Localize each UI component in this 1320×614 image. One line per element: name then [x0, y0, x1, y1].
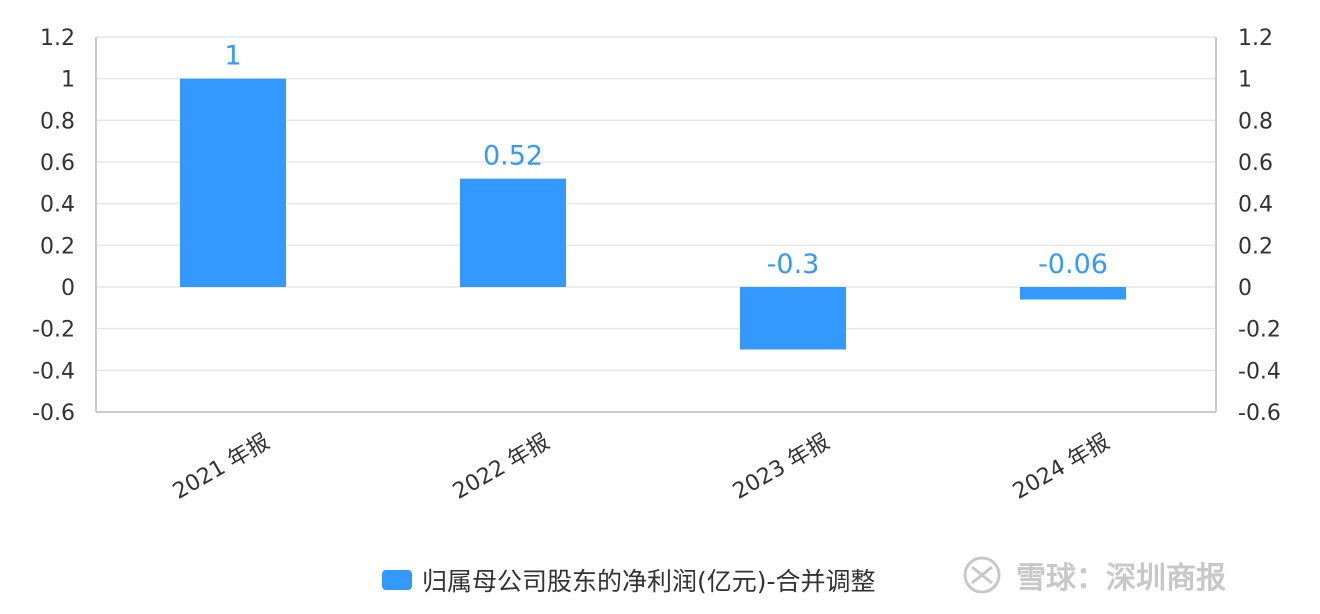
y-tick-label-left: -0.4	[32, 359, 75, 384]
data-labels: 1 0.52 -0.3 -0.06	[224, 41, 1108, 280]
y-tick-label-left: 0.4	[40, 193, 75, 218]
y-tick-label-left: 0.2	[40, 234, 75, 259]
axes	[95, 37, 1217, 413]
y-tick-label-right: 0.4	[1238, 193, 1273, 218]
x-tick-label: 2021 年报	[169, 430, 274, 505]
x-tick-label: 2024 年报	[1009, 430, 1114, 505]
bar	[180, 78, 286, 288]
y-tick-label-left: -0.6	[32, 401, 75, 426]
y-tick-label-right: 0.8	[1238, 109, 1273, 134]
data-label: -0.3	[767, 249, 820, 280]
x-tick-label: 2023 年报	[729, 430, 834, 505]
data-label: 1	[224, 41, 241, 72]
y-tick-label-right: 0	[1238, 276, 1252, 301]
watermark: 雪球：深圳商报	[962, 550, 1226, 600]
bar	[740, 287, 846, 350]
legend-swatch	[382, 570, 412, 590]
bar	[460, 178, 566, 287]
x-tick-label: 2022 年报	[449, 430, 554, 505]
y-tick-label-right: 0.6	[1238, 151, 1273, 176]
y-tick-label-left: -0.2	[32, 318, 75, 343]
xueqiu-logo-icon	[963, 556, 1001, 594]
y-tick-label-right: 1.2	[1238, 26, 1273, 51]
y-tick-label-right: 0.2	[1238, 234, 1273, 259]
x-axis-ticks: 2021 年报 2022 年报 2023 年报 2024 年报	[169, 430, 1114, 505]
bar-chart: 1 0.52 -0.3 -0.06 1.2 1 0.8 0.6 0.4 0.2 0 -0.2 -0.4…	[32, 26, 1281, 505]
y-tick-label-right: -0.4	[1238, 359, 1281, 384]
watermark-text: 雪球：深圳商报	[1016, 561, 1226, 596]
y-tick-label-left: 0.6	[40, 151, 75, 176]
legend: 归属母公司股东的净利润(亿元)-合并调整	[382, 560, 876, 600]
y-axis-right-ticks: 1.2 1 0.8 0.6 0.4 0.2 0 -0.2 -0.4 -0.6	[1238, 26, 1281, 426]
y-tick-label-right: -0.2	[1238, 318, 1281, 343]
bars	[180, 78, 1126, 350]
y-tick-label-left: 0.8	[40, 109, 75, 134]
legend-label: 归属母公司股东的净利润(亿元)-合并调整	[422, 567, 876, 596]
y-tick-label-right: -0.6	[1238, 401, 1281, 426]
y-axis-left-ticks: 1.2 1 0.8 0.6 0.4 0.2 0 -0.2 -0.4 -0.6	[32, 26, 75, 426]
data-label: 0.52	[483, 141, 543, 172]
bar	[1020, 287, 1126, 300]
data-label: -0.06	[1038, 249, 1108, 280]
y-tick-label-right: 1	[1238, 68, 1252, 93]
y-tick-label-left: 1.2	[40, 26, 75, 51]
y-tick-label-left: 0	[61, 276, 75, 301]
y-tick-label-left: 1	[61, 68, 75, 93]
